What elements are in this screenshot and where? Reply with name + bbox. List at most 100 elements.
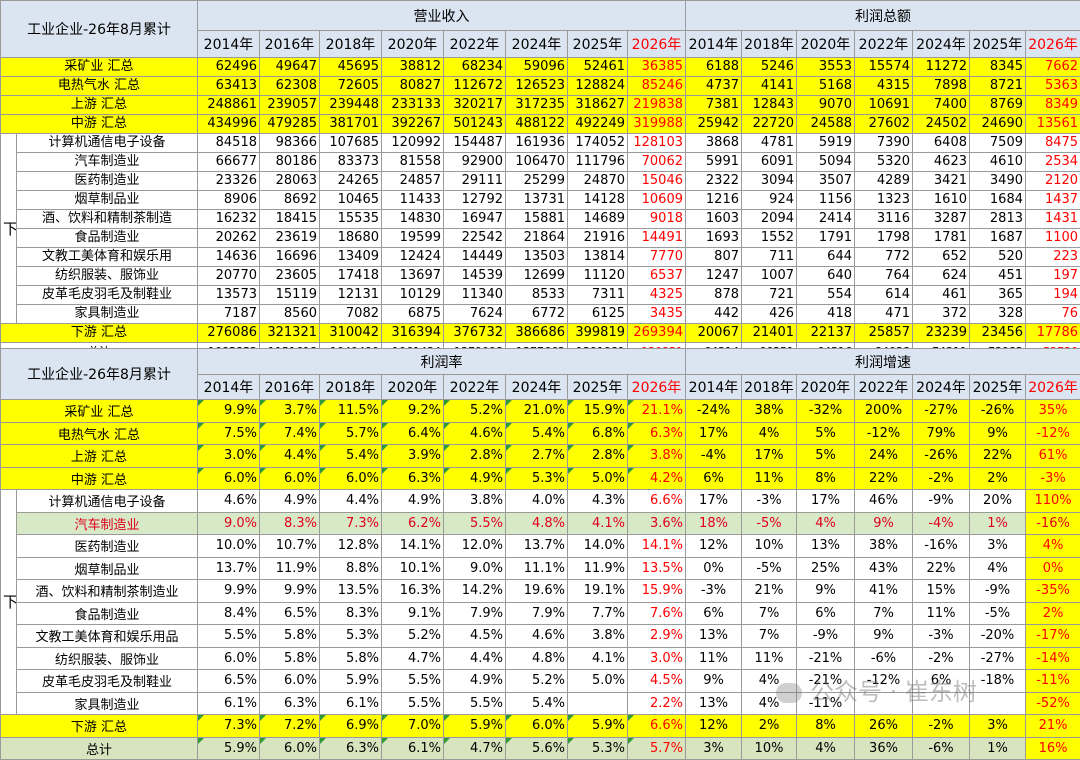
- cell-value: 1693: [686, 229, 742, 248]
- cell-value: 6.9%: [320, 715, 382, 738]
- cell-value: 7.7%: [568, 602, 628, 625]
- cell-value: 5.2%: [506, 670, 568, 693]
- cell-value: 239448: [320, 96, 382, 115]
- cell-value: 19599: [382, 229, 444, 248]
- cell-value: 61%: [1026, 445, 1080, 468]
- cell-value: 24870: [568, 172, 628, 191]
- cell-value: 16232: [198, 210, 260, 229]
- cell-value: 15535: [320, 210, 382, 229]
- cell-value: 1603: [686, 210, 742, 229]
- cell-value: 45695: [320, 58, 382, 77]
- cell-value: 6%: [686, 467, 742, 490]
- cell-value: 10465: [320, 191, 382, 210]
- cell-value: -21%: [797, 670, 855, 693]
- cell-value: 24502: [913, 115, 970, 134]
- cell-value: 24588: [797, 115, 855, 134]
- cell-value: 72605: [320, 77, 382, 96]
- cell-value: 11%: [686, 647, 742, 670]
- cell-value: 10609: [628, 191, 686, 210]
- cell-value: 4.0%: [506, 490, 568, 513]
- row-name: 上游 汇总: [1, 96, 198, 115]
- cell-value: 5.4%: [320, 445, 382, 468]
- cell-value: 6.3%: [628, 422, 686, 445]
- cell-value: 21916: [568, 229, 628, 248]
- year-header: 2014年: [686, 31, 742, 58]
- cell-value: 10.1%: [382, 557, 444, 580]
- table-title: 工业企业-26年8月累计: [1, 349, 198, 400]
- cell-value: 6.0%: [198, 467, 260, 490]
- cell-value: 28063: [260, 172, 320, 191]
- row-name: 医药制造业: [17, 535, 198, 558]
- cell-value: 0%: [686, 557, 742, 580]
- cell-value: 471: [855, 305, 913, 324]
- cell-value: 1007: [742, 267, 797, 286]
- cell-value: 22%: [970, 445, 1026, 468]
- cell-value: 15.9%: [568, 400, 628, 423]
- row-name: 汽车制造业: [17, 512, 198, 535]
- cell-value: 7400: [913, 96, 970, 115]
- cell-value: 624: [913, 267, 970, 286]
- cell-value: [970, 692, 1026, 715]
- row-name: 采矿业 汇总: [1, 400, 198, 423]
- cell-value: 6.0%: [506, 715, 568, 738]
- cell-value: 5.0%: [568, 670, 628, 693]
- cell-value: 11%: [742, 467, 797, 490]
- cell-value: 120992: [382, 134, 444, 153]
- cell-value: 269394: [628, 324, 686, 343]
- cell-value: 13503: [506, 248, 568, 267]
- cell-value: 3507: [797, 172, 855, 191]
- cell-value: 5.5%: [444, 692, 506, 715]
- cell-value: 13573: [198, 286, 260, 305]
- cell-value: 17418: [320, 267, 382, 286]
- cell-value: -20%: [970, 625, 1026, 648]
- cell-value: 26%: [855, 715, 913, 738]
- cell-value: 23239: [913, 324, 970, 343]
- cell-value: 5.9%: [568, 715, 628, 738]
- cell-value: 6%: [913, 670, 970, 693]
- cell-value: 3868: [686, 134, 742, 153]
- cell-value: 22542: [444, 229, 506, 248]
- cell-value: 2120: [1026, 172, 1080, 191]
- cell-value: -9%: [913, 490, 970, 513]
- cell-value: 21864: [506, 229, 568, 248]
- cell-value: 25299: [506, 172, 568, 191]
- cell-value: -6%: [855, 647, 913, 670]
- year-header: 2018年: [320, 375, 382, 400]
- cell-value: 924: [742, 191, 797, 210]
- header-row: 工业企业-26年8月累计营业收入利润总额: [1, 1, 1080, 31]
- cell-value: 5168: [797, 77, 855, 96]
- cell-value: 46%: [855, 490, 913, 513]
- cell-value: -11%: [1026, 670, 1080, 693]
- cell-value: 2813: [970, 210, 1026, 229]
- cell-value: 8%: [797, 715, 855, 738]
- cell-value: 1247: [686, 267, 742, 286]
- cell-value: 13.5%: [320, 580, 382, 603]
- cell-value: 14830: [382, 210, 444, 229]
- cell-value: 15.9%: [628, 580, 686, 603]
- year-header: 2024年: [506, 375, 568, 400]
- cell-value: 4.3%: [568, 490, 628, 513]
- cell-value: 1431: [1026, 210, 1080, 229]
- year-header: 2014年: [686, 375, 742, 400]
- cell-value: 7.3%: [198, 715, 260, 738]
- year-header: 2022年: [855, 31, 913, 58]
- year-header: 2022年: [444, 31, 506, 58]
- cell-value: 11340: [444, 286, 506, 305]
- cell-value: 1%: [970, 512, 1026, 535]
- cell-value: 7.0%: [382, 715, 444, 738]
- cell-value: 239057: [260, 96, 320, 115]
- cell-value: 23456: [970, 324, 1026, 343]
- cell-value: 5.9%: [444, 715, 506, 738]
- cell-value: 36%: [855, 737, 913, 760]
- cell-value: 111796: [568, 153, 628, 172]
- cell-value: 4.1%: [568, 512, 628, 535]
- cell-value: 5.9%: [198, 737, 260, 760]
- cell-value: 11.1%: [506, 557, 568, 580]
